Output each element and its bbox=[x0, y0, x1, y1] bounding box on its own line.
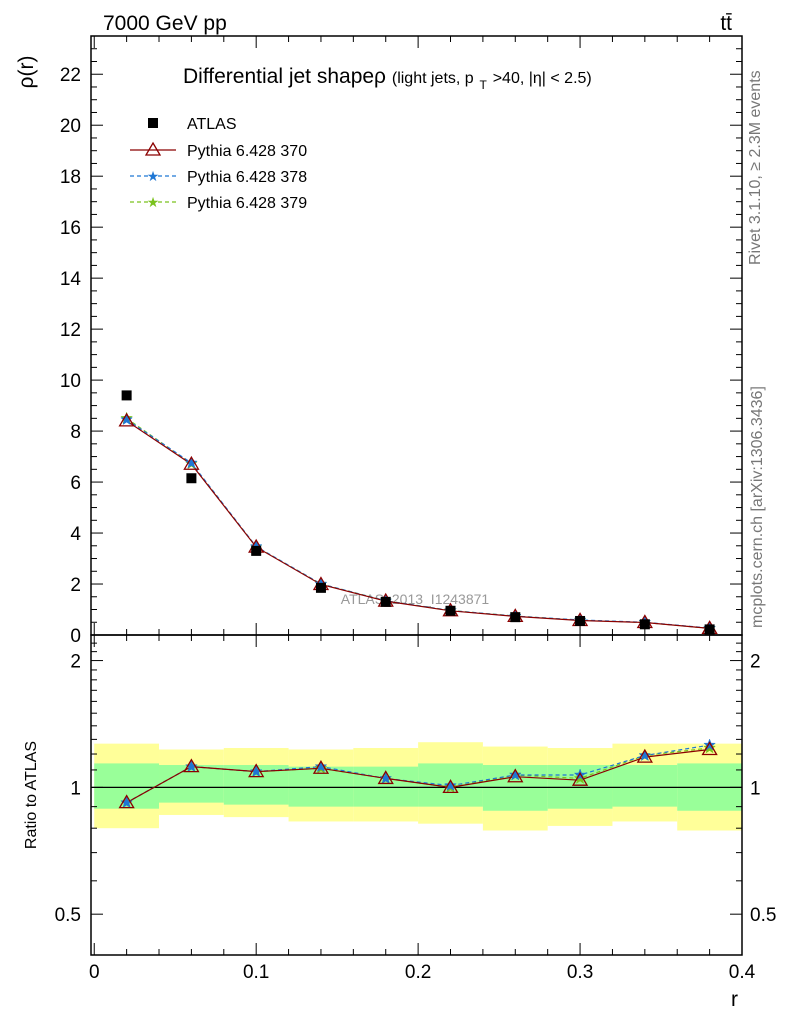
ratio-axis-ticks: 0 0.1 0.2 0.3 0.4 0.5 0.5 1 1 2 2 bbox=[55, 635, 776, 983]
x-tick-label: 0.4 bbox=[729, 962, 756, 983]
y-tick-label: 6 bbox=[70, 473, 81, 494]
ratio-tick-label: 1 bbox=[70, 778, 81, 799]
legend-370-marker bbox=[144, 141, 162, 156]
series-marker bbox=[118, 794, 135, 809]
y-tick-label: 4 bbox=[70, 524, 81, 545]
series-marker bbox=[249, 764, 263, 778]
y-tick-label: 14 bbox=[60, 269, 82, 290]
ratio-tick-label: 2 bbox=[70, 652, 81, 673]
ratio-panel: 0 0.1 0.2 0.3 0.4 0.5 0.5 1 1 2 2 Ratio to ATLAS r bbox=[23, 634, 776, 1011]
atlas-data-point bbox=[380, 596, 391, 607]
y-tick-label: 22 bbox=[60, 65, 81, 86]
y-tick-label: 8 bbox=[70, 422, 81, 443]
atlas-data-point bbox=[510, 612, 521, 623]
x-tick-label: 0.3 bbox=[567, 962, 593, 983]
atlas-data-point bbox=[315, 582, 326, 593]
main-points bbox=[118, 390, 718, 635]
series-marker bbox=[120, 795, 133, 809]
legend-378-label: Pythia 6.428 378 bbox=[187, 169, 307, 186]
ratio-tick-label-right: 2 bbox=[750, 652, 761, 673]
mcplots-label: mcplots.cern.ch [arXiv:1306.3436] bbox=[749, 386, 766, 628]
legend-379-label: Pythia 6.428 379 bbox=[187, 195, 307, 212]
chart-title-sub-a: (light jets, p bbox=[392, 70, 474, 87]
ratio-frame bbox=[90, 634, 743, 956]
y-tick-label: 18 bbox=[60, 167, 81, 188]
series-marker bbox=[248, 763, 265, 778]
series-marker bbox=[701, 741, 718, 756]
ratio-tick-label-right: 1 bbox=[750, 778, 761, 799]
y-tick-label: 16 bbox=[60, 218, 81, 239]
series-marker bbox=[571, 771, 589, 786]
chart-title-main: Differential jet shapeρ bbox=[183, 65, 386, 88]
series-marker bbox=[638, 748, 652, 761]
series-marker bbox=[379, 771, 393, 784]
chart-title: Differential jet shapeρ (light jets, p T… bbox=[183, 65, 592, 94]
x-tick-label: 0.2 bbox=[405, 962, 431, 983]
y-tick-label: 2 bbox=[70, 575, 81, 596]
header-right: tt̄ bbox=[720, 12, 732, 35]
series-marker bbox=[118, 412, 135, 427]
main-series-lines bbox=[126, 417, 710, 629]
legend-378-marker: ★ bbox=[147, 168, 160, 184]
series-marker bbox=[573, 771, 587, 784]
series-line bbox=[126, 420, 710, 629]
ratio-series-line bbox=[126, 748, 710, 804]
band-inner bbox=[159, 765, 224, 803]
atlas-data-point bbox=[445, 605, 456, 616]
ratio-tick-label: 0.5 bbox=[55, 905, 81, 926]
legend-atlas-marker bbox=[148, 118, 158, 128]
series-marker bbox=[703, 738, 716, 751]
rivet-label: Rivet 3.1.10, ≥ 2.3M events bbox=[747, 70, 764, 265]
series-marker bbox=[312, 759, 330, 774]
atlas-data-point bbox=[575, 615, 586, 626]
y-tick-label: 0 bbox=[70, 626, 81, 647]
series-marker bbox=[377, 770, 394, 785]
series-marker bbox=[314, 759, 328, 773]
series-marker bbox=[636, 748, 653, 763]
series-marker bbox=[507, 768, 524, 783]
y-tick-label: 20 bbox=[60, 116, 81, 137]
atlas-data-point bbox=[186, 473, 197, 484]
header-left: 7000 GeV pp bbox=[103, 12, 227, 35]
x-tick-label: 0 bbox=[89, 962, 100, 983]
band-inner bbox=[612, 765, 678, 807]
main-panel: ATLAS_2013_I1243871 0246810121416182022 … bbox=[15, 35, 743, 647]
atlas-data-point bbox=[251, 545, 262, 556]
main-axis-ticks: 0 2 4 6 8 10 12 14 16 18 20 22 bbox=[60, 35, 743, 647]
series-marker bbox=[120, 412, 133, 426]
series-marker bbox=[183, 758, 200, 773]
series-marker bbox=[185, 759, 198, 773]
ratio-y-axis-label: Ratio to ATLAS bbox=[23, 741, 40, 849]
series-marker bbox=[444, 778, 457, 791]
y-tick-label: 12 bbox=[60, 320, 81, 341]
atlas-data-point bbox=[121, 390, 132, 401]
ratio-series-lines bbox=[126, 744, 710, 804]
series-marker bbox=[183, 455, 200, 470]
atlas-data-point bbox=[704, 624, 715, 635]
y-tick-label: 10 bbox=[60, 371, 81, 392]
series-marker bbox=[185, 456, 198, 469]
series-marker bbox=[442, 779, 459, 794]
legend-atlas-label: ATLAS bbox=[187, 116, 237, 133]
chart-title-sub-c: >40, |η| < 2.5) bbox=[493, 70, 592, 87]
ratio-points bbox=[118, 738, 718, 809]
x-axis-label: r bbox=[731, 988, 738, 1011]
chart-title-sub-b: T bbox=[480, 78, 488, 92]
y-axis-label: ρ(r) bbox=[15, 56, 38, 89]
legend-379-marker: ★ bbox=[147, 194, 160, 210]
series-marker bbox=[508, 768, 522, 781]
legend: ATLAS Pythia 6.428 370 ★ Pythia 6.428 37… bbox=[130, 116, 307, 212]
x-tick-label: 0.1 bbox=[243, 962, 269, 983]
atlas-data-point bbox=[639, 619, 650, 630]
watermark: ATLAS_2013_I1243871 bbox=[341, 591, 490, 607]
legend-370-label: Pythia 6.428 370 bbox=[187, 143, 307, 160]
ratio-tick-label-right: 0.5 bbox=[750, 905, 776, 926]
